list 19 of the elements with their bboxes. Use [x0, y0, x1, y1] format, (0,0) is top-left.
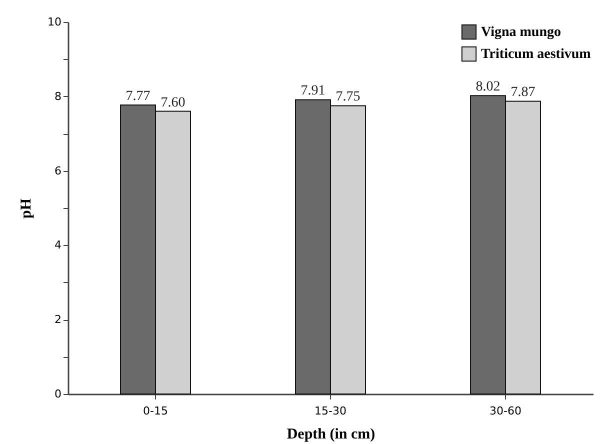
y-tick-label: 8 — [54, 90, 62, 103]
y-tick-label: 6 — [54, 164, 62, 178]
data-label: 7.75 — [336, 90, 360, 105]
x-tick-label: 0-15 — [143, 404, 168, 418]
y-tick-label: 2 — [54, 313, 62, 326]
legend-label: Triticum aestivum — [481, 47, 592, 62]
data-label: 7.87 — [510, 85, 536, 100]
x-tick-label: 30-60 — [490, 404, 522, 418]
y-tick-label: 0 — [54, 388, 62, 400]
data-label: 8.02 — [476, 80, 500, 95]
x-axis-title: Depth (in cm) — [286, 426, 376, 442]
y-tick-label: 4 — [54, 238, 62, 252]
y-tick-label: 10 — [48, 16, 62, 28]
data-label: 7.91 — [300, 84, 326, 99]
data-label: 7.77 — [126, 88, 150, 104]
y-axis-title: pH — [18, 198, 35, 219]
legend-label: Vigna mungo — [481, 25, 562, 40]
x-tick-label: 15-30 — [314, 404, 346, 418]
data-label: 7.60 — [160, 95, 186, 110]
